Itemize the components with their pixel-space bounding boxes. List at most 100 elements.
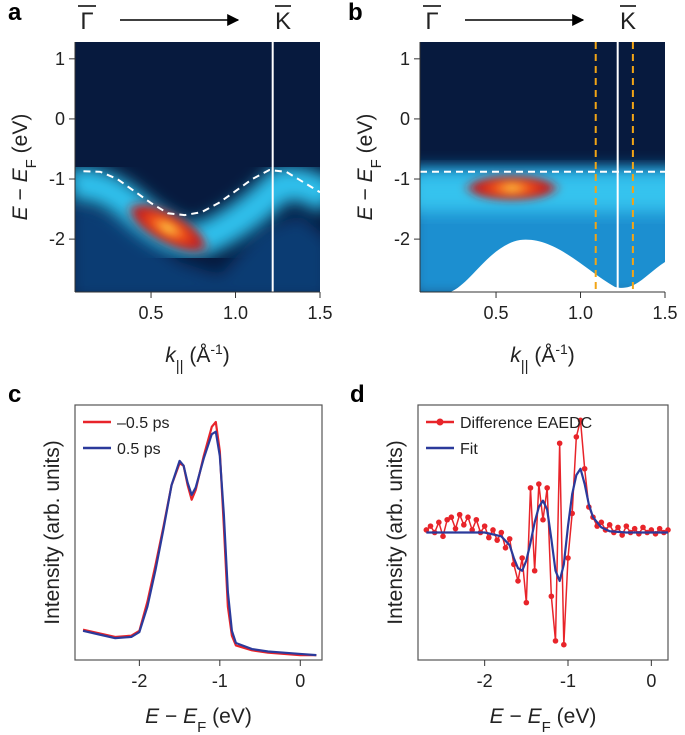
data-point	[461, 522, 467, 528]
data-point	[490, 527, 496, 533]
label-part: (eV)	[9, 114, 32, 160]
label-part: -1	[555, 341, 568, 357]
x-tick-label: 0.5	[484, 303, 509, 323]
data-point	[423, 527, 430, 533]
series-line	[82, 430, 317, 657]
label-part: ||	[176, 358, 184, 375]
dispersion-line	[83, 168, 321, 217]
x-tick-label: 0.5	[139, 303, 164, 323]
label-part: (Å	[184, 344, 211, 367]
label-part: −	[159, 705, 183, 728]
label-part: )	[568, 344, 575, 367]
x-tick-label: -2	[131, 671, 147, 691]
y-axis-label: E − EF (eV)	[9, 114, 40, 221]
data-point	[523, 599, 530, 606]
path-end: K	[620, 8, 636, 35]
data-point	[515, 578, 521, 584]
data-point	[656, 525, 663, 532]
label-part: E	[9, 167, 32, 182]
data-point	[606, 522, 613, 528]
path-start: Γ	[425, 8, 438, 35]
label-part: (Å	[529, 344, 556, 367]
x-tick-label: 1.0	[568, 303, 593, 323]
data-point	[452, 525, 459, 532]
data-point	[556, 440, 563, 447]
data-point	[519, 555, 525, 561]
data-point	[648, 527, 655, 533]
data-point	[665, 527, 671, 533]
label-part: Intensity (arb. units)	[384, 440, 407, 624]
data-point	[561, 641, 567, 648]
data-point	[448, 514, 455, 520]
data-point	[565, 555, 571, 561]
y-tick-label: -1	[394, 169, 410, 189]
y-tick-label: -2	[394, 229, 410, 249]
data-point	[427, 523, 434, 529]
data-point	[440, 533, 446, 540]
y-tick-label: 1	[55, 49, 65, 69]
label-part: E	[354, 205, 377, 220]
label-part: F	[542, 719, 551, 735]
legend-marker	[436, 418, 444, 426]
x-tick-label: -1	[560, 671, 576, 691]
label-part: -1	[210, 341, 223, 357]
label-part: −	[9, 182, 32, 206]
data-point	[494, 537, 500, 543]
data-point	[444, 516, 450, 523]
label-part: (eV)	[354, 114, 377, 160]
data-point	[581, 465, 588, 472]
data-point	[631, 525, 638, 532]
panel-label: a	[8, 0, 22, 26]
label-part: F	[197, 719, 206, 735]
y-axis-label: Intensity (arb. units)	[41, 440, 64, 624]
panel-label: c	[8, 381, 21, 408]
y-tick-label: 0	[55, 109, 65, 129]
x-tick-label: -2	[477, 671, 493, 691]
path-end: K	[275, 8, 291, 35]
data-point	[536, 481, 542, 487]
x-tick-label: 1.5	[652, 303, 677, 323]
x-axis-label: k|| (Å-1)	[165, 341, 230, 375]
data-point	[506, 536, 513, 542]
x-axis-label: E − EF (eV)	[490, 705, 597, 735]
data-point	[456, 511, 463, 518]
data-point	[502, 545, 509, 551]
data-point	[481, 523, 488, 529]
label-part: E	[145, 705, 160, 728]
data-point	[531, 567, 538, 574]
x-axis-label: E − EF (eV)	[145, 705, 252, 735]
label-part: E	[183, 705, 198, 728]
x-tick-label: -1	[212, 671, 228, 691]
legend-label: Fit	[460, 441, 478, 458]
label-part: k	[165, 344, 177, 367]
label-part: (eV)	[206, 705, 252, 728]
legend-label: –0.5 ps	[117, 415, 169, 432]
panel-label: d	[350, 381, 365, 408]
data-point	[465, 514, 471, 520]
label-part: E	[490, 705, 505, 728]
panel-label: b	[348, 0, 363, 26]
data-point	[544, 485, 550, 491]
x-tick-label: 1.5	[307, 303, 332, 323]
series-line	[426, 467, 668, 583]
data-point	[573, 434, 580, 440]
label-part: −	[354, 182, 377, 206]
y-axis-label: Intensity (arb. units)	[384, 440, 407, 624]
arpes-image	[75, 42, 320, 292]
y-tick-label: 0	[400, 109, 410, 129]
y-axis-label: E − EF (eV)	[354, 114, 385, 221]
data-point	[640, 524, 646, 531]
label-part: (eV)	[551, 705, 597, 728]
y-tick-label: 1	[400, 49, 410, 69]
x-tick-label: 1.0	[223, 303, 248, 323]
data-point	[486, 534, 492, 541]
path-start: Γ	[80, 8, 93, 35]
plot-frame	[74, 404, 323, 661]
data-point	[469, 527, 475, 533]
label-part: E	[9, 205, 32, 220]
label-part: E	[354, 167, 377, 182]
legend-label: Difference EAEDC	[460, 415, 592, 432]
label-part: ||	[521, 358, 529, 375]
data-point	[436, 519, 442, 526]
x-axis-label: k|| (Å-1)	[510, 341, 575, 375]
